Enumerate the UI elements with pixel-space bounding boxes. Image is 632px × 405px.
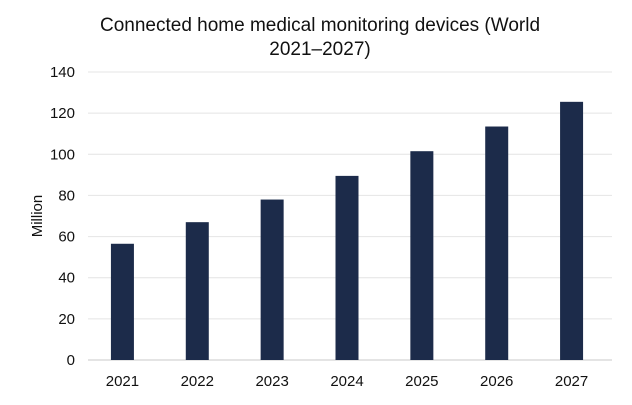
chart-title-line-1: Connected home medical monitoring device… (99, 15, 541, 36)
y-tick-label: 40 (58, 270, 75, 287)
chart-title: Connected home medical monitoring device… (40, 14, 600, 62)
bars (110, 101, 584, 360)
chart-title-line-2: 2021–2027) (269, 39, 371, 60)
bar-2027 (560, 101, 584, 360)
x-tick-label: 2021 (106, 373, 139, 390)
gridlines (88, 71, 612, 361)
y-tick-label: 0 (67, 352, 75, 369)
x-tick-label: 2022 (181, 373, 214, 390)
x-tick-label: 2024 (330, 373, 363, 390)
x-tick-label: 2026 (480, 373, 513, 390)
y-tick-label: 100 (50, 146, 75, 163)
x-tick-label: 2027 (555, 373, 588, 390)
y-tick-label: 60 (58, 229, 75, 246)
bar-2022 (185, 222, 209, 360)
y-tick-labels: 0 20 40 60 80 100 120 140 (50, 64, 75, 369)
y-tick-label: 20 (58, 311, 75, 328)
bar-2021 (110, 243, 134, 360)
x-tick-label: 2023 (255, 373, 288, 390)
bar-2026 (485, 126, 509, 360)
y-tick-label: 120 (50, 105, 75, 122)
y-tick-label: 140 (50, 64, 75, 81)
y-tick-label: 80 (58, 187, 75, 204)
bar-2023 (260, 199, 284, 360)
x-tick-labels: 2021 2022 2023 2024 2025 2026 2027 (106, 373, 589, 390)
bar-2025 (410, 151, 434, 360)
x-tick-label: 2025 (405, 373, 438, 390)
y-axis-title: Million (29, 195, 46, 238)
bar-2024 (335, 175, 359, 360)
